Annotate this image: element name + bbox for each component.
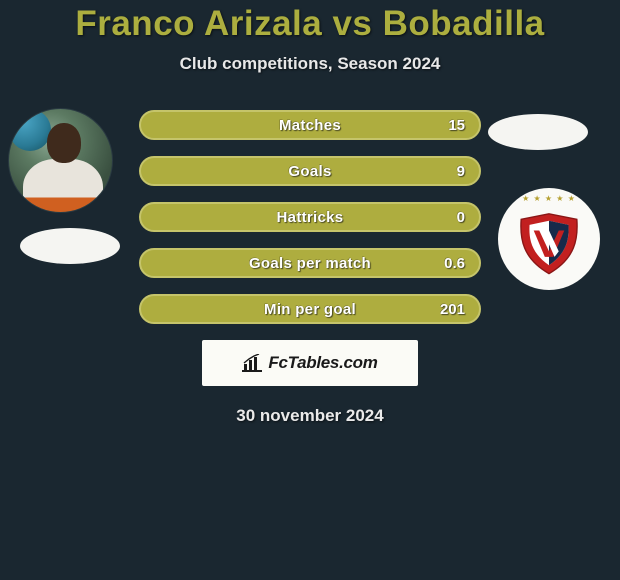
badge-stars-icon: ★ ★ ★ ★ ★ — [522, 194, 576, 203]
page-subtitle: Club competitions, Season 2024 — [0, 54, 620, 74]
page-title: Franco Arizala vs Bobadilla — [0, 4, 620, 44]
stat-bar-matches: Matches 15 — [139, 110, 481, 140]
stat-label: Min per goal — [264, 301, 356, 318]
player-right-pill — [488, 114, 588, 150]
stat-value-right: 201 — [440, 301, 465, 318]
stat-bars: Matches 15 Goals 9 Hattricks 0 Goals per… — [139, 108, 481, 324]
player-left-jersey — [23, 159, 103, 213]
stat-bar-min-per-goal: Min per goal 201 — [139, 294, 481, 324]
player-right-badge: ★ ★ ★ ★ ★ — [498, 188, 600, 290]
comparison-card: Franco Arizala vs Bobadilla Club competi… — [0, 0, 620, 426]
stat-value-right: 9 — [457, 163, 465, 180]
shield-icon — [514, 211, 584, 275]
player-left-avatar — [8, 108, 113, 213]
stat-value-right: 0.6 — [444, 255, 465, 272]
brand-text: FcTables.com — [268, 353, 377, 373]
stat-bar-hattricks: Hattricks 0 — [139, 202, 481, 232]
stat-bar-goals-per-match: Goals per match 0.6 — [139, 248, 481, 278]
stat-label: Hattricks — [277, 209, 344, 226]
player-left-head — [47, 123, 81, 163]
stat-label: Goals per match — [249, 255, 371, 272]
stat-value-right: 15 — [448, 117, 465, 134]
stat-value-right: 0 — [457, 209, 465, 226]
player-left-pill — [20, 228, 120, 264]
brand-box: FcTables.com — [202, 340, 418, 386]
main-area: ★ ★ ★ ★ ★ Matches 15 Goals 9 — [0, 108, 620, 426]
footer-date: 30 november 2024 — [0, 406, 620, 426]
stat-label: Matches — [279, 117, 341, 134]
ball-icon — [9, 109, 51, 151]
stat-label: Goals — [288, 163, 331, 180]
bar-chart-icon — [242, 354, 262, 372]
stat-bar-goals: Goals 9 — [139, 156, 481, 186]
